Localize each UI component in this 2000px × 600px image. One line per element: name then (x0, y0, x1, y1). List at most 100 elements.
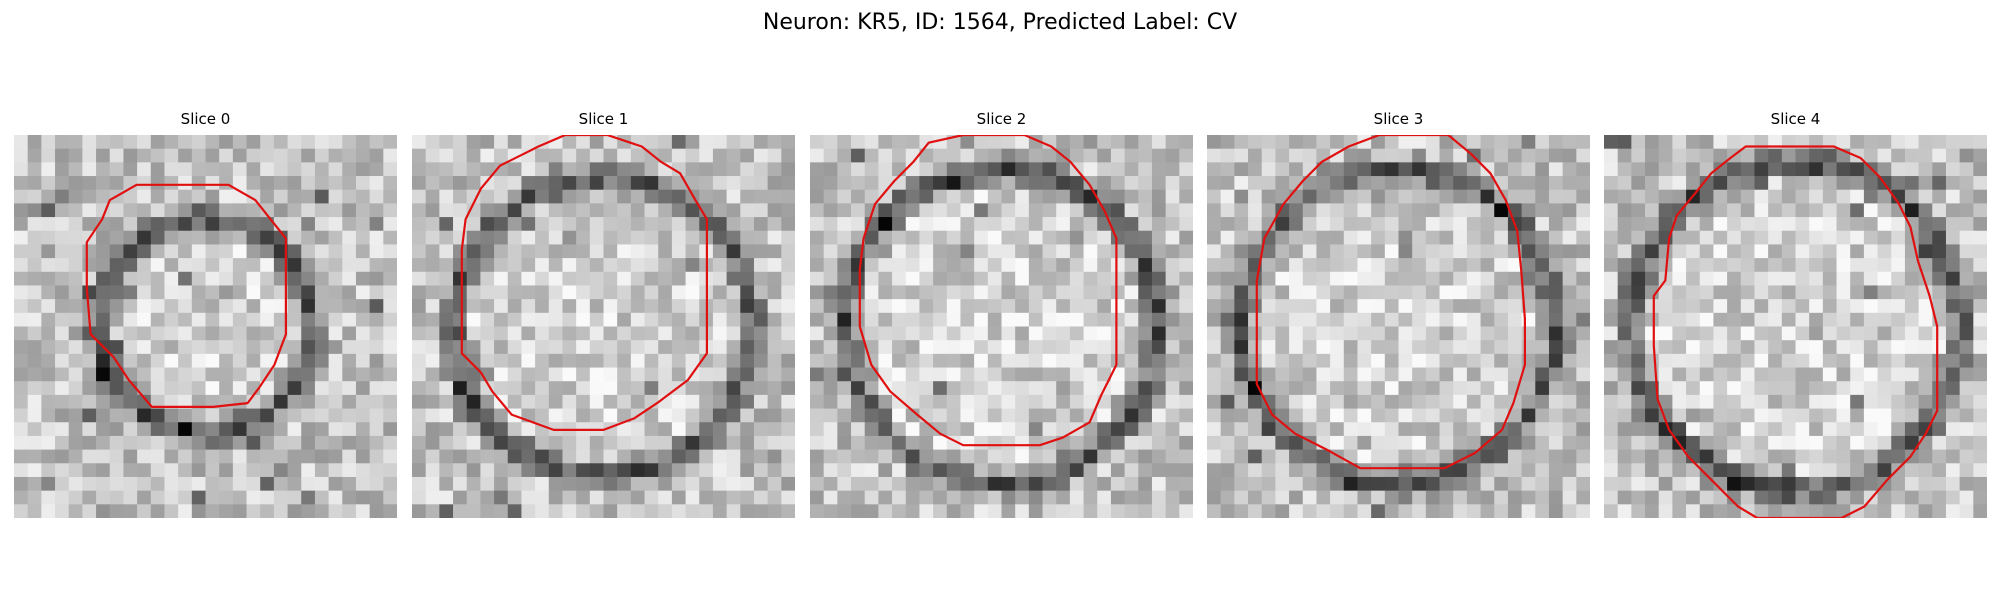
image-pixel (892, 135, 907, 150)
image-pixel (933, 176, 948, 191)
image-pixel (1727, 381, 1742, 396)
image-pixel (1028, 476, 1044, 492)
image-pixel (892, 476, 907, 492)
image-pixel (1809, 326, 1824, 341)
image-pixel (1795, 381, 1810, 396)
image-pixel (740, 490, 755, 505)
image-pixel (314, 408, 330, 423)
image-pixel (383, 449, 397, 464)
image-pixel (1795, 476, 1810, 492)
image-pixel (1439, 203, 1454, 218)
image-pixel (1466, 203, 1482, 218)
image-pixel (439, 504, 454, 518)
image-pixel (1275, 230, 1290, 246)
image-pixel (27, 148, 42, 163)
image-pixel (1466, 326, 1482, 341)
image-pixel (658, 244, 673, 259)
image-pixel (342, 353, 357, 369)
image-pixel (933, 422, 948, 437)
image-pixel (1877, 312, 1892, 328)
image-pixel (1809, 504, 1824, 518)
image-pixel (369, 176, 384, 191)
image-pixel (1604, 135, 1619, 150)
image-pixel (905, 135, 921, 150)
image-pixel (1686, 312, 1701, 328)
image-pixel (287, 340, 302, 355)
image-pixel (960, 244, 975, 259)
image-pixel (1959, 490, 1974, 505)
image-pixel (41, 244, 56, 259)
image-pixel (919, 189, 934, 204)
image-pixel (1425, 258, 1441, 273)
image-pixel (1371, 326, 1386, 341)
image-pixel (1412, 148, 1427, 163)
image-pixel (219, 326, 234, 341)
image-pixel (535, 148, 550, 163)
image-pixel (878, 135, 893, 150)
image-pixel (1959, 394, 1974, 410)
image-pixel (1836, 271, 1851, 287)
image-pixel (466, 244, 481, 259)
image-pixel (1576, 476, 1590, 492)
image-pixel (1207, 449, 1222, 464)
image-pixel (1521, 463, 1536, 478)
image-pixel (1220, 230, 1235, 246)
image-pixel (1494, 353, 1509, 369)
image-pixel (1686, 353, 1701, 369)
image-pixel (355, 189, 371, 204)
image-pixel (1617, 449, 1632, 464)
image-pixel (1699, 435, 1715, 451)
image-pixel (27, 381, 42, 396)
image-pixel (1042, 449, 1057, 464)
image-pixel (1069, 435, 1085, 451)
image-pixel (1138, 394, 1153, 410)
image-pixel (1535, 408, 1550, 423)
image-pixel (1165, 285, 1180, 300)
image-pixel (1289, 435, 1304, 451)
image-pixel (1343, 299, 1359, 314)
image-pixel (781, 504, 795, 518)
image-pixel (1453, 285, 1468, 300)
image-pixel (1918, 135, 1933, 150)
image-pixel (1371, 258, 1386, 273)
image-pixel (1904, 162, 1920, 177)
image-pixel (1754, 408, 1769, 423)
image-pixel (314, 381, 330, 396)
image-pixel (1138, 189, 1153, 204)
image-pixel (1877, 189, 1892, 204)
image-pixel (1686, 176, 1701, 191)
image-pixel (1562, 162, 1577, 177)
image-pixel (1453, 326, 1468, 341)
image-pixel (1740, 490, 1756, 505)
image-pixel (1959, 476, 1974, 492)
image-pixel (150, 449, 166, 464)
image-pixel (1576, 271, 1590, 287)
image-pixel (342, 189, 357, 204)
image-pixel (1110, 367, 1126, 382)
image-pixel (480, 203, 495, 218)
image-pixel (1658, 394, 1673, 410)
image-pixel (301, 176, 316, 191)
image-pixel (1069, 449, 1085, 464)
image-pixel (96, 230, 111, 246)
image-pixel (1056, 449, 1071, 464)
image-pixel (658, 299, 673, 314)
image-pixel (137, 176, 152, 191)
image-pixel (328, 476, 343, 492)
image-pixel (466, 504, 481, 518)
image-pixel (864, 230, 879, 246)
image-pixel (1795, 408, 1810, 423)
image-pixel (14, 244, 29, 259)
image-pixel (480, 176, 495, 191)
image-pixel (150, 299, 166, 314)
image-pixel (137, 217, 152, 232)
image-pixel (246, 244, 261, 259)
image-pixel (137, 135, 152, 150)
image-pixel (439, 258, 454, 273)
image-pixel (933, 148, 948, 163)
image-pixel (1097, 326, 1112, 341)
image-pixel (1357, 353, 1372, 369)
image-pixel (1918, 394, 1933, 410)
image-pixel (232, 244, 248, 259)
image-pixel (1822, 504, 1838, 518)
